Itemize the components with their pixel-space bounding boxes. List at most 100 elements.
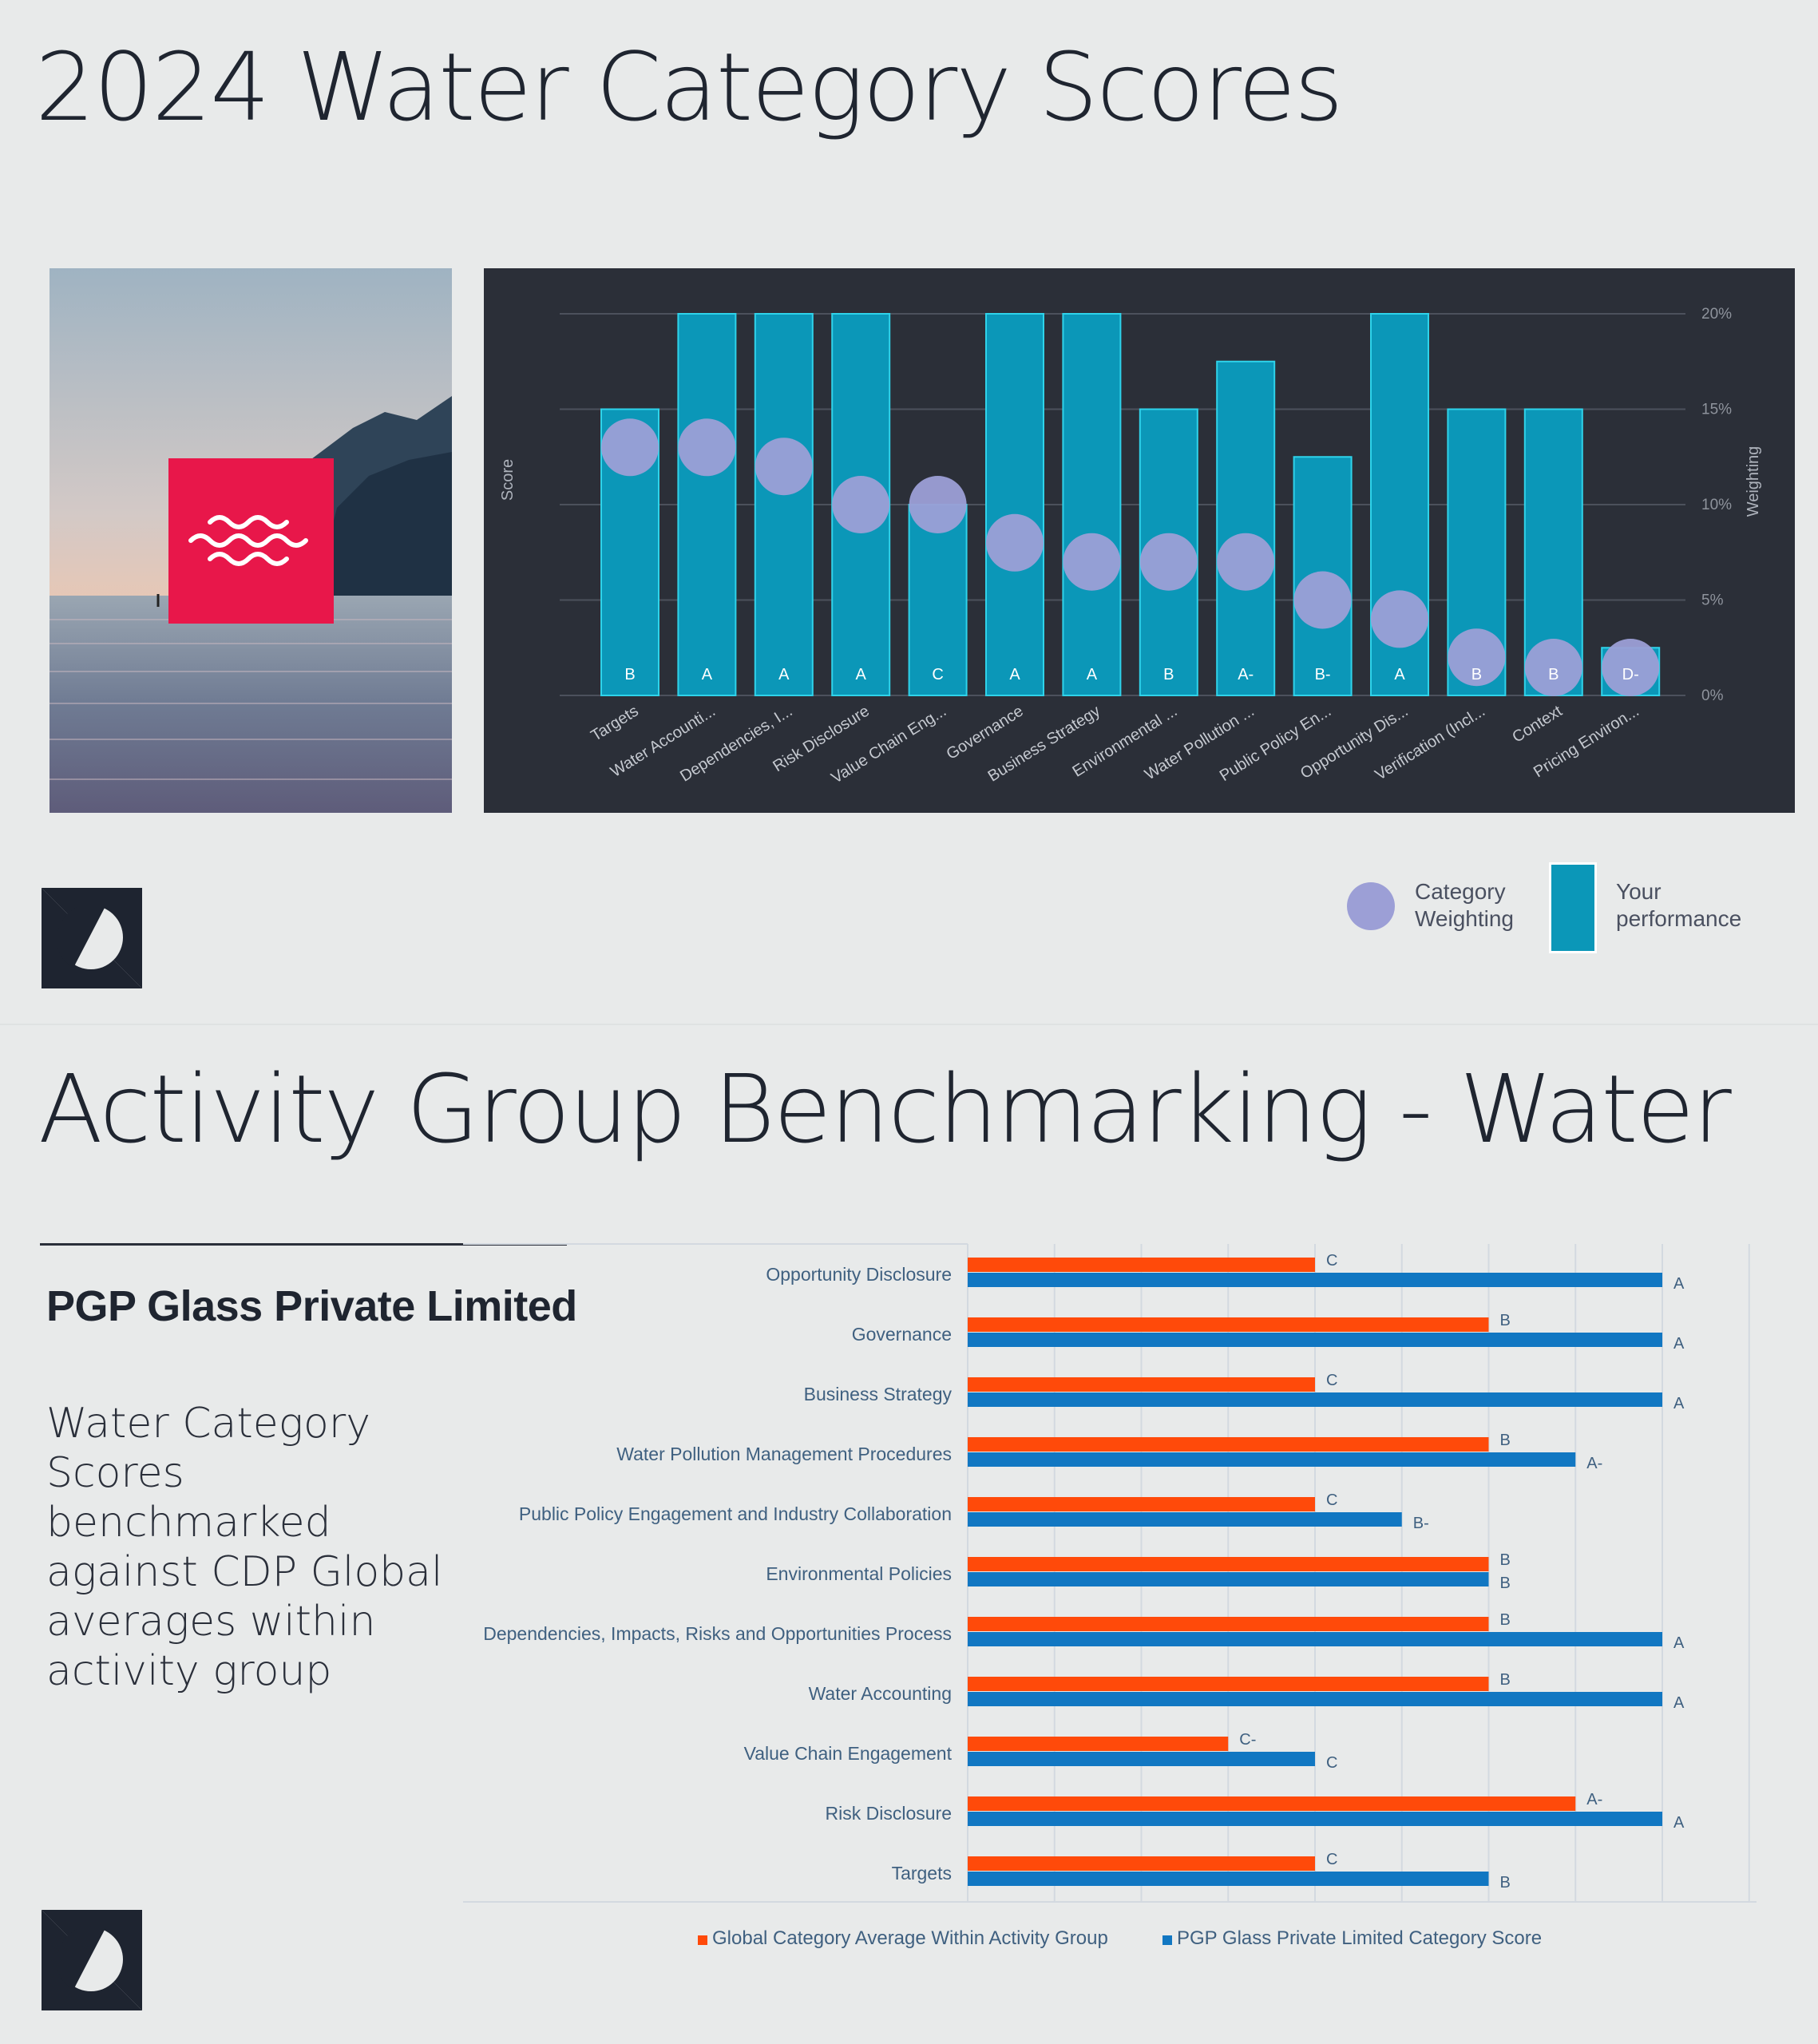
weighting-marker xyxy=(1524,639,1582,696)
cdp-logo-icon xyxy=(42,888,142,992)
grade-label: A xyxy=(1673,1335,1685,1353)
chart-grade-labels: B A A A C A A B A- B- A B B D- xyxy=(624,666,1638,683)
legend-global-label: Global Category Average Within Activity … xyxy=(712,1927,1108,1949)
grade-label: A xyxy=(1673,1694,1685,1712)
category-label: Risk Disclosure xyxy=(826,1803,952,1824)
grade-label: C- xyxy=(1239,1731,1256,1749)
y-tick-label: 0% xyxy=(1701,687,1724,704)
category-label: Value Chain Engagement xyxy=(744,1743,953,1764)
section-title: Activity Group Benchmarking - Water xyxy=(38,1054,1732,1164)
company-score-bar xyxy=(968,1392,1662,1407)
company-score-bar xyxy=(968,1692,1662,1706)
benchmark-bar-chart: Opportunity Disclosure Governance Business… xyxy=(463,1238,1796,1956)
y-tick-label: 15% xyxy=(1701,402,1732,418)
grade-label: A- xyxy=(1238,666,1254,683)
grade-label: B xyxy=(1500,1432,1511,1449)
score-bar xyxy=(754,313,814,696)
weighting-marker xyxy=(601,418,659,477)
chart-weight-markers xyxy=(601,418,1660,696)
company-score-bar xyxy=(968,1273,1662,1287)
category-label: Targets xyxy=(892,1863,952,1884)
weighting-marker xyxy=(1293,571,1352,629)
grade-label: A xyxy=(1673,1395,1685,1412)
company-score-bar xyxy=(968,1333,1662,1347)
score-bar xyxy=(1216,360,1276,696)
global-average-bar xyxy=(968,1617,1489,1631)
company-score-bar xyxy=(968,1812,1662,1826)
weighting-marker xyxy=(755,438,813,496)
weighting-marker xyxy=(986,513,1044,572)
legend-company-swatch xyxy=(1162,1935,1172,1945)
grade-label: A- xyxy=(1586,1791,1602,1808)
chart-legend: Category Weighting Your performance xyxy=(1341,862,1788,966)
grade-label: B xyxy=(1548,666,1559,683)
grade-label: A xyxy=(1009,666,1020,683)
global-average-bar xyxy=(968,1737,1229,1751)
grade-label: D- xyxy=(1622,666,1639,683)
grade-label: A xyxy=(1087,666,1098,683)
grade-label: B xyxy=(1500,1874,1511,1891)
legend-global-swatch xyxy=(698,1935,707,1945)
grade-label: A xyxy=(856,666,867,683)
grade-label: C xyxy=(932,666,943,683)
grade-label: A xyxy=(1673,1275,1685,1293)
grade-label: B xyxy=(1500,1575,1511,1592)
legend-performance-label: Your performance xyxy=(1616,879,1742,931)
weighting-marker xyxy=(909,476,967,533)
grade-label: C xyxy=(1326,1491,1337,1509)
category-label: Opportunity Disclosure xyxy=(766,1264,952,1285)
grade-label: B xyxy=(1500,1551,1511,1569)
grade-label: B- xyxy=(1413,1515,1429,1532)
weighting-marker xyxy=(1371,590,1428,648)
grade-label: C xyxy=(1326,1252,1337,1270)
company-score-bar xyxy=(968,1752,1315,1766)
chart-legend: Global Category Average Within Activity … xyxy=(695,1927,1653,1959)
weighting-marker xyxy=(1602,639,1660,696)
chart-bars xyxy=(968,1258,1662,1886)
grade-label: B xyxy=(624,666,635,683)
grade-label: A xyxy=(778,666,790,683)
grade-label: B xyxy=(1500,1671,1511,1689)
weighting-marker xyxy=(1139,533,1198,591)
weighting-marker xyxy=(1217,533,1275,591)
grade-label: B- xyxy=(1315,666,1331,683)
category-label: Environmental Policies xyxy=(766,1563,952,1584)
water-category-scores-chart: B A A A C A A B A- B- A B B D- 0% 5% 10% 15% 20% Targets W… xyxy=(484,268,1795,813)
company-name: PGP Glass Private Limited xyxy=(46,1282,577,1330)
score-bar xyxy=(985,313,1044,696)
global-average-bar xyxy=(968,1796,1576,1811)
category-label: Water Accounting xyxy=(809,1683,952,1704)
global-average-bar xyxy=(968,1856,1315,1871)
score-bar xyxy=(1062,313,1122,696)
divider-rule xyxy=(40,1243,567,1246)
grade-label: B xyxy=(1471,666,1482,683)
category-label: Public Policy Engagement and Industry Co… xyxy=(519,1503,952,1524)
global-average-bar xyxy=(968,1677,1489,1691)
company-score-bar xyxy=(968,1512,1402,1527)
grade-label: C xyxy=(1326,1851,1337,1868)
grade-label: B xyxy=(1500,1312,1511,1329)
category-label: Business Strategy xyxy=(804,1384,953,1404)
grade-label: A xyxy=(1394,666,1405,683)
grade-label: B xyxy=(1163,666,1174,683)
category-label: Governance xyxy=(852,1324,952,1345)
company-score-bar xyxy=(968,1872,1489,1886)
y-tick-label: 10% xyxy=(1701,497,1732,513)
y-tick-label: 5% xyxy=(1701,592,1724,609)
y-tick-label: 20% xyxy=(1701,306,1732,323)
legend-weighting-marker xyxy=(1347,882,1395,930)
chart-y-ticks: 0% 5% 10% 15% 20% xyxy=(1701,306,1732,704)
lake-photo xyxy=(50,268,452,813)
grade-label: A xyxy=(1673,1814,1685,1832)
y-axis-label-score: Score xyxy=(499,459,517,501)
weighting-marker xyxy=(1448,628,1506,687)
grade-label: A xyxy=(702,666,713,683)
weighting-marker xyxy=(1063,533,1121,591)
chart-category-labels: Opportunity Disclosure Governance Business… xyxy=(483,1264,952,1884)
category-label: Dependencies, Impacts, Risks and Opportu… xyxy=(483,1623,952,1644)
weighting-marker xyxy=(678,418,736,477)
section-description: Water Category Scores benchmarked agains… xyxy=(46,1400,443,1695)
legend-weighting-label: Category Weighting xyxy=(1415,879,1515,931)
company-score-bar xyxy=(968,1632,1662,1646)
